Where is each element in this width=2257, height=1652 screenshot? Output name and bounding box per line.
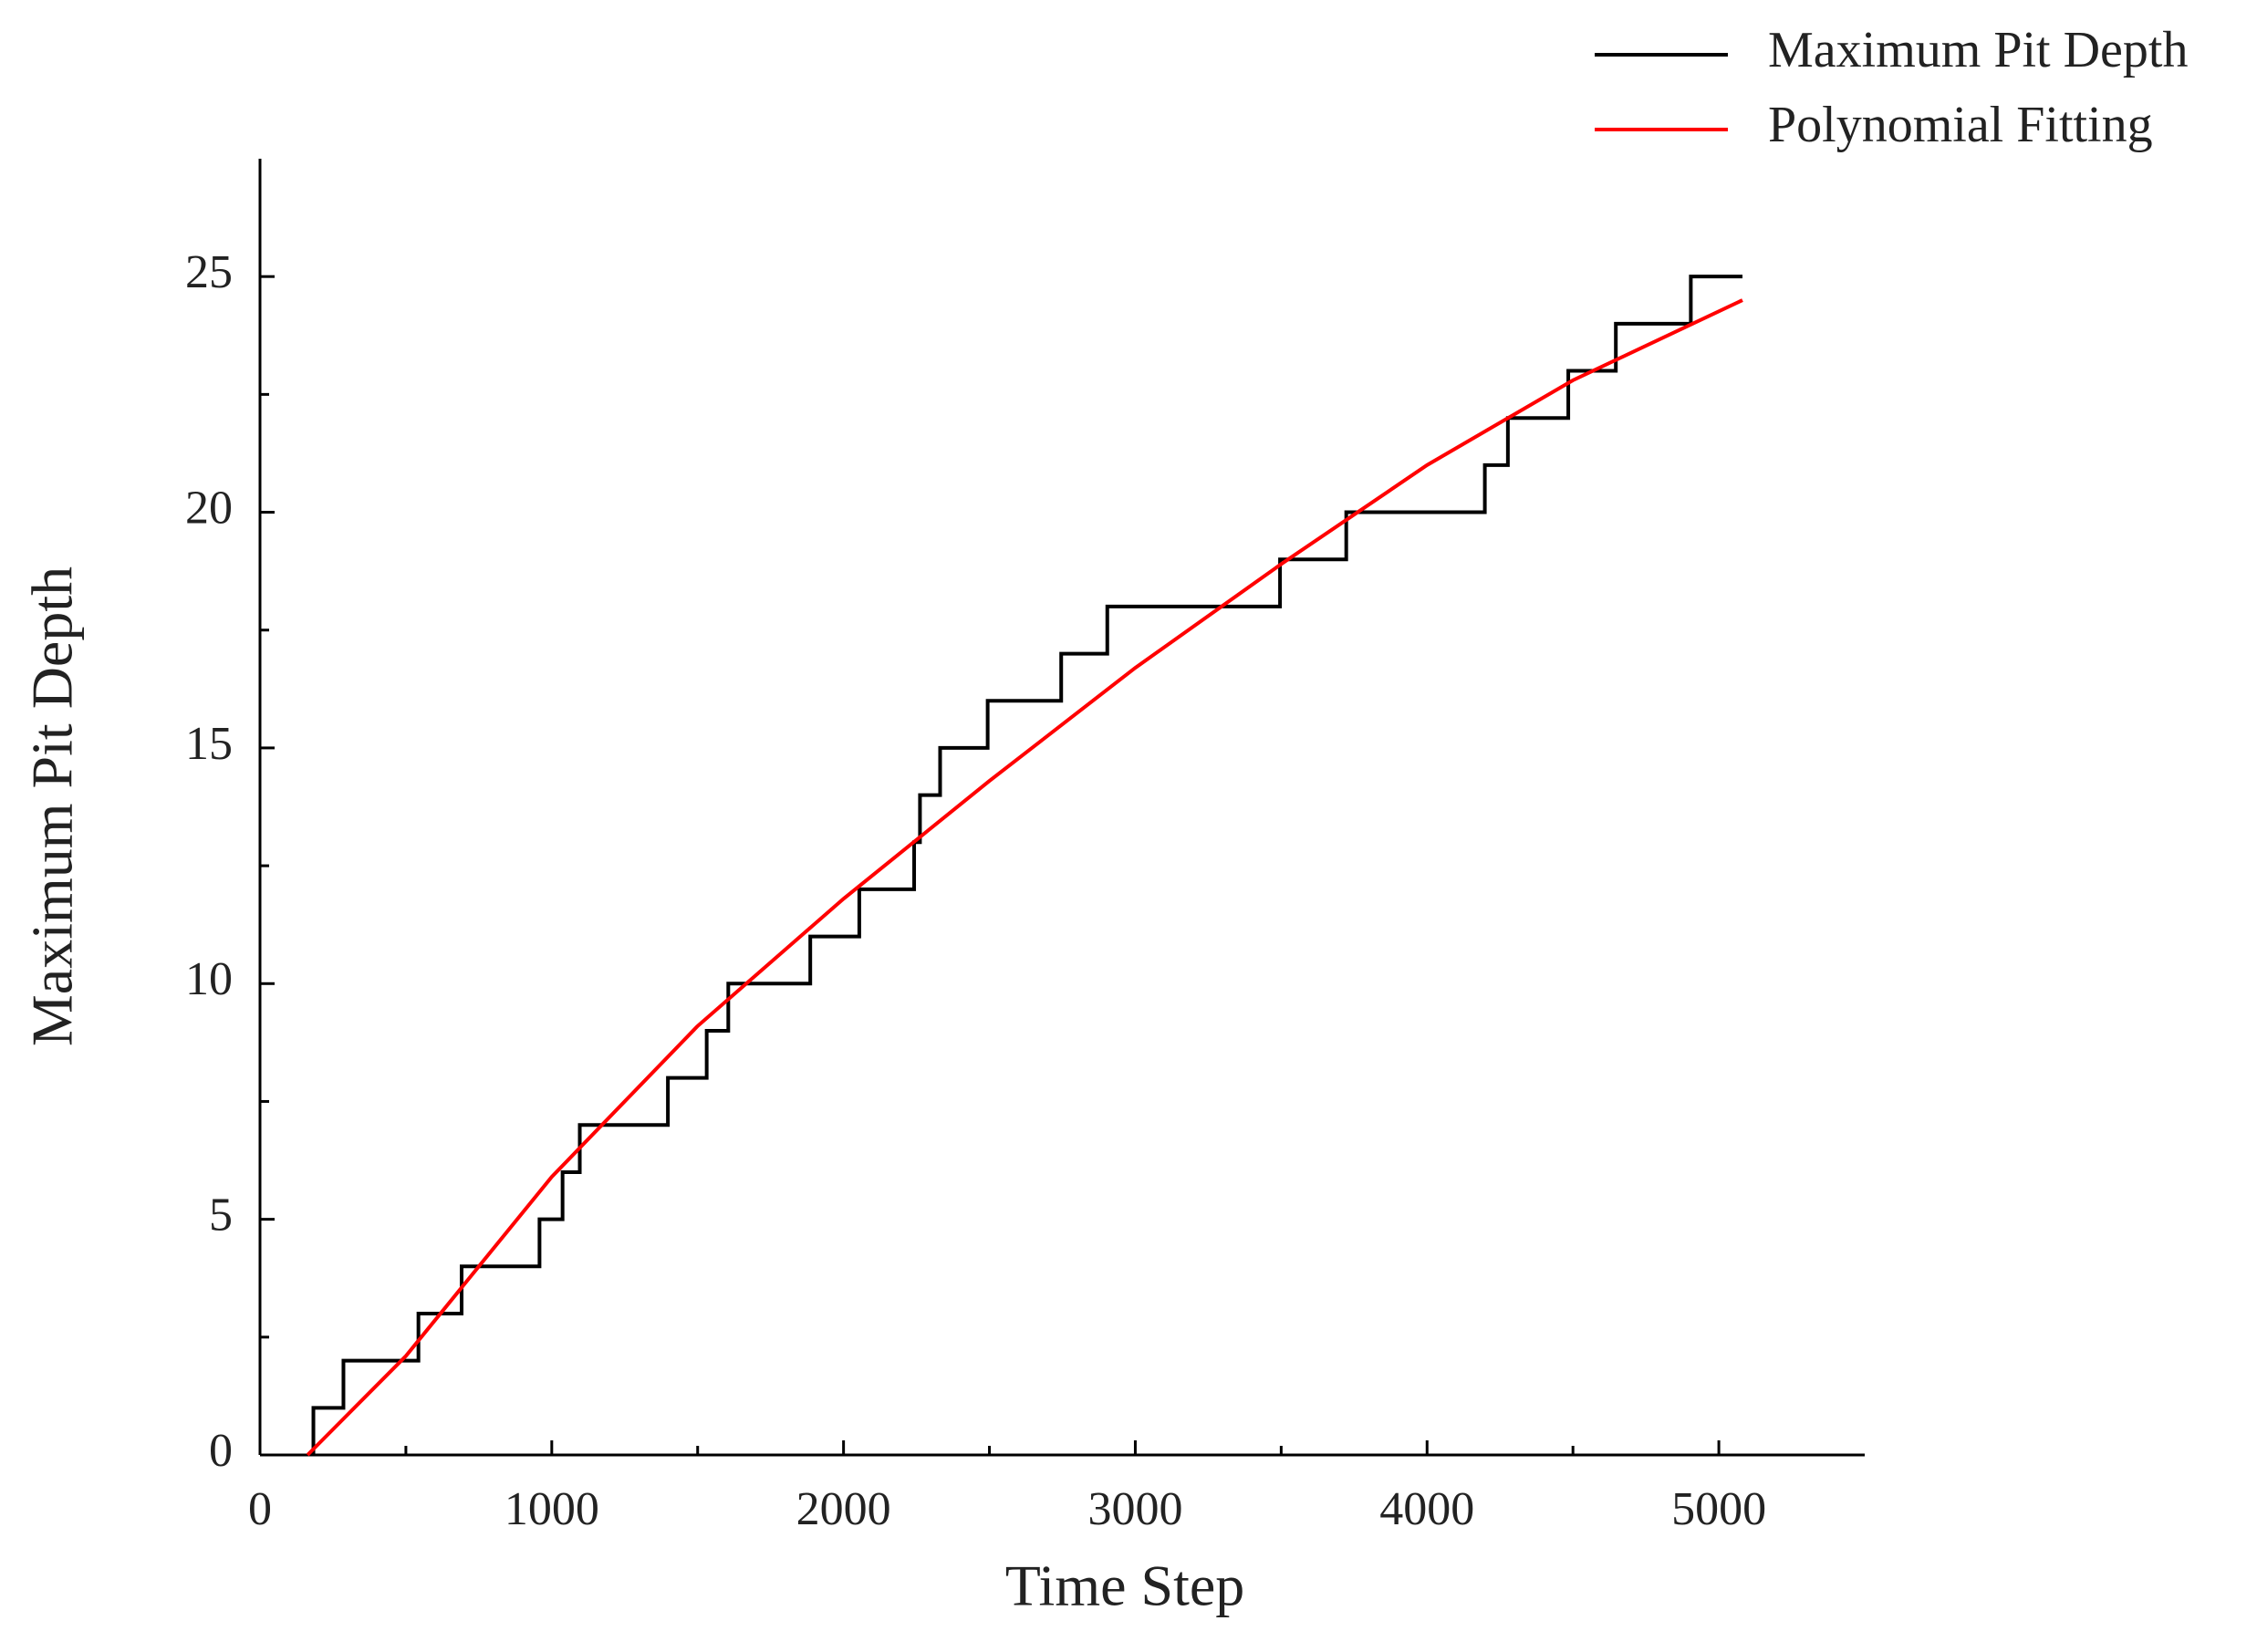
x-axis-title: Time Step [1005,1553,1245,1618]
x-tick-label: 2000 [796,1483,891,1535]
series-line [306,298,1743,1457]
y-tick-label: 25 [185,246,233,298]
legend-text: Polynomial Fitting [1768,97,2153,153]
x-tick-label: 4000 [1379,1483,1474,1535]
y-tick-label: 15 [185,718,233,770]
y-axis-title: Maximum Pit Depth [20,566,85,1046]
y-tick-label: 10 [185,953,233,1005]
legend-text: Maximum Pit Depth [1768,22,2188,78]
y-tick-label: 0 [209,1425,233,1477]
x-tick-label: 5000 [1671,1483,1766,1535]
x-tick-label: 3000 [1087,1483,1182,1535]
x-tick-label: 1000 [504,1483,599,1535]
y-tick-label: 5 [209,1190,233,1242]
y-tick-label: 20 [185,482,233,534]
x-tick-label: 0 [248,1483,272,1535]
series-line [311,275,1742,1455]
